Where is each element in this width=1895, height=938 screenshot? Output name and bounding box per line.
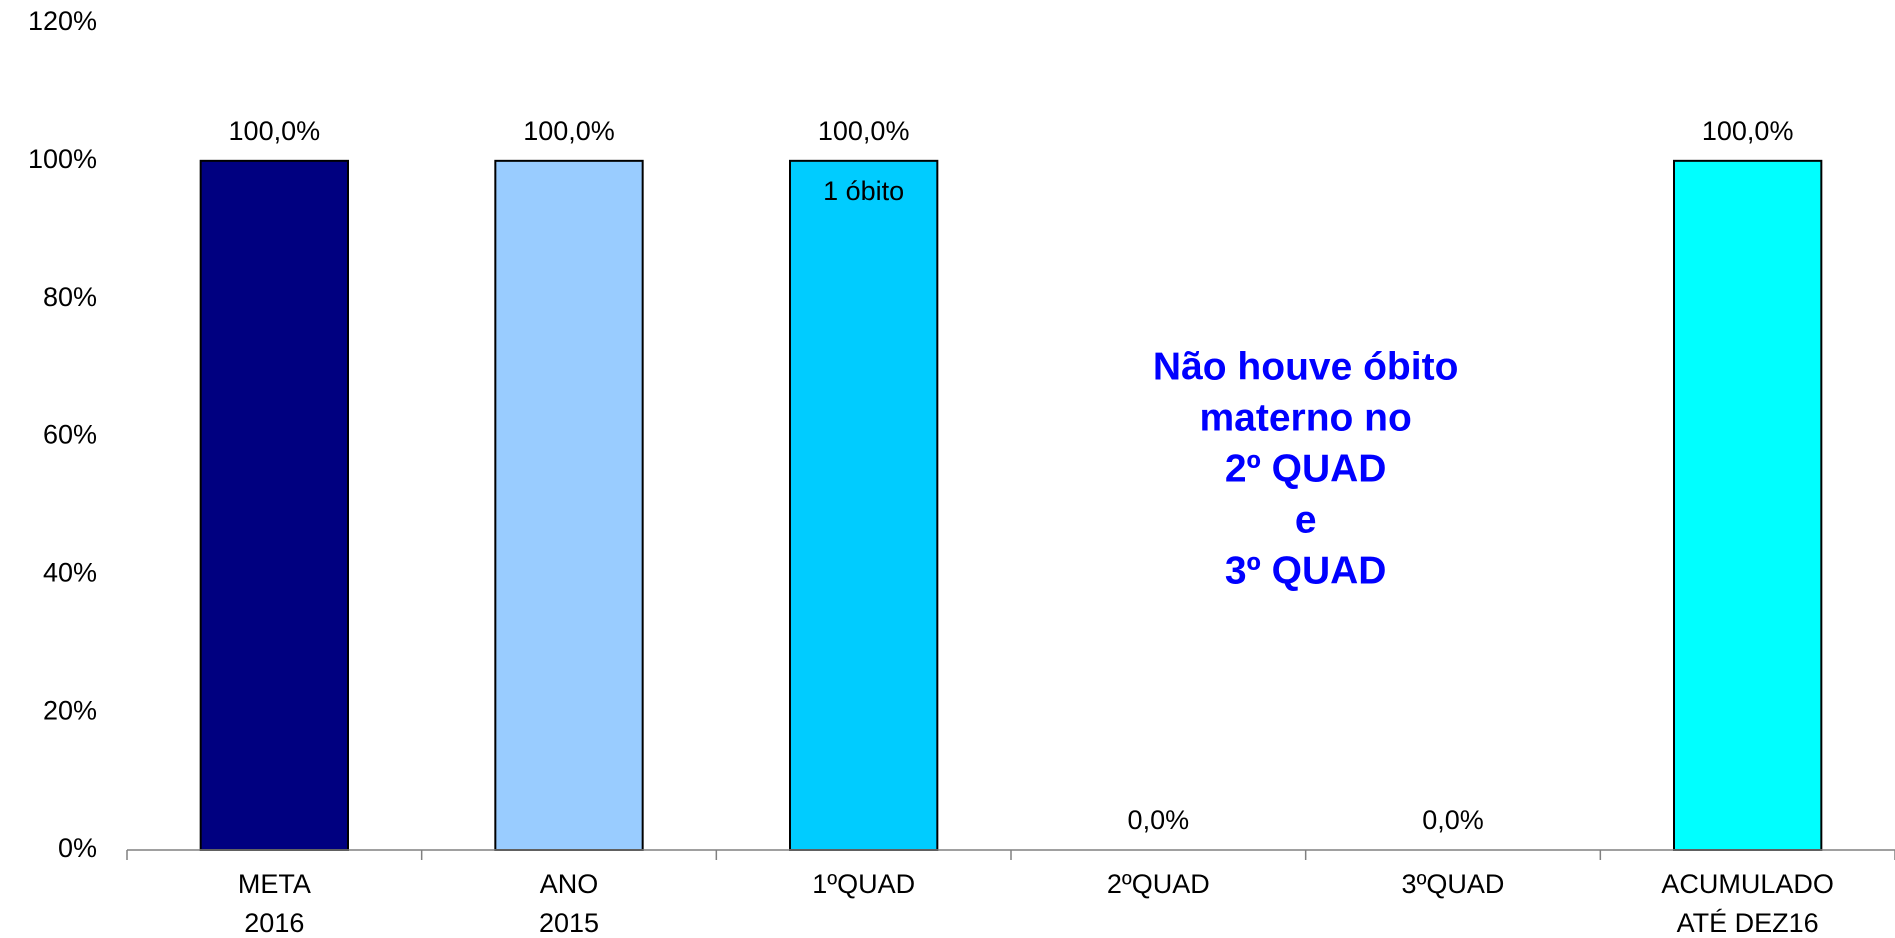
x-tick-label: ANO	[540, 869, 599, 899]
y-tick-label: 40%	[43, 557, 97, 587]
x-tick-label: ATÉ DEZ16	[1677, 908, 1819, 938]
y-tick-label: 100%	[28, 144, 97, 174]
x-tick-label: 3ºQUAD	[1402, 869, 1505, 899]
bar	[199, 159, 349, 852]
value-label: 100,0%	[818, 116, 910, 146]
value-label: 100,0%	[1702, 116, 1794, 146]
note-line: 2º QUAD	[1225, 447, 1387, 490]
value-label: 0,0%	[1422, 805, 1484, 835]
y-tick-label: 0%	[58, 833, 97, 863]
y-tick-label: 60%	[43, 420, 97, 450]
y-tick-label: 20%	[43, 695, 97, 725]
x-tick-label: 2015	[539, 908, 599, 938]
y-tick-label: 120%	[28, 6, 97, 36]
x-tick-label: META	[238, 869, 311, 899]
bar	[1673, 159, 1823, 852]
bar	[494, 159, 644, 852]
bar	[789, 159, 939, 852]
value-label: 100,0%	[229, 116, 321, 146]
x-tick-label: 1ºQUAD	[812, 869, 915, 899]
note-line: materno no	[1199, 396, 1411, 439]
value-label: 0,0%	[1128, 805, 1190, 835]
value-label: 100,0%	[523, 116, 615, 146]
bar-note: 1 óbito	[823, 176, 904, 206]
x-tick-label: 2ºQUAD	[1107, 869, 1210, 899]
x-tick-label: 2016	[244, 908, 304, 938]
note-line: Não houve óbito	[1153, 345, 1459, 388]
x-tick-label: ACUMULADO	[1661, 869, 1834, 899]
y-tick-label: 80%	[43, 282, 97, 312]
note-line: e	[1295, 498, 1317, 541]
note-line: 3º QUAD	[1225, 549, 1387, 592]
